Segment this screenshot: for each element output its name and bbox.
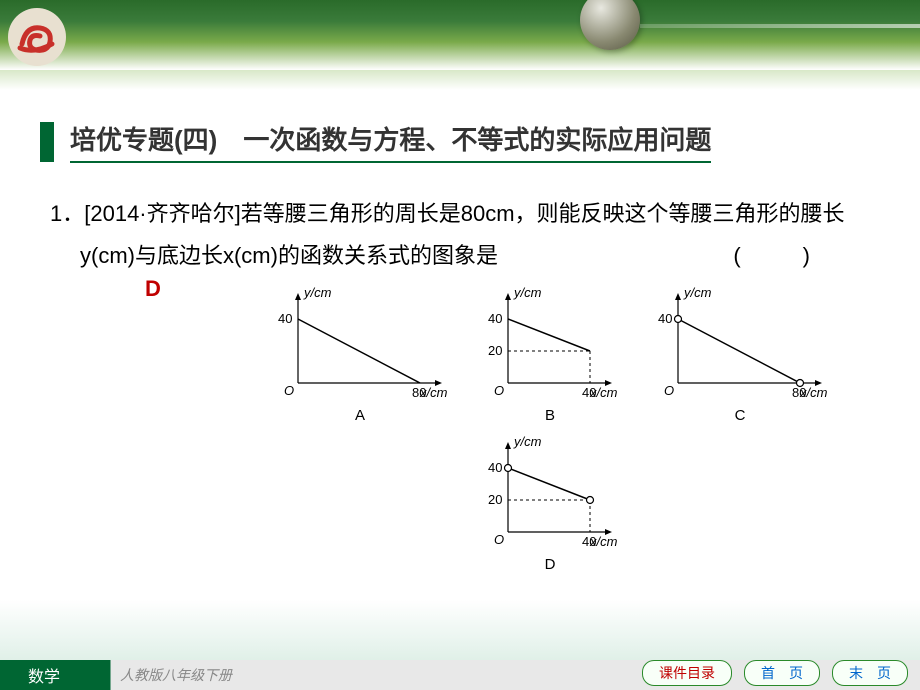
end-button[interactable]: 末 页 (832, 660, 908, 686)
background-gradient (0, 600, 920, 660)
answer-paren: ( ) (763, 235, 830, 277)
svg-text:40: 40 (658, 311, 672, 326)
footer-edition: 人教版八年级下册 (110, 665, 232, 685)
footer-subject: 数学 (0, 663, 110, 687)
svg-text:y/cm: y/cm (303, 285, 332, 300)
svg-text:O: O (664, 383, 674, 398)
svg-text:80: 80 (792, 385, 806, 400)
graph-C: y/cmx/cmO4080 (650, 285, 830, 405)
svg-text:20: 20 (488, 343, 502, 358)
graph-A: y/cmx/cmO4080 (270, 285, 450, 405)
graph-label-D: D (545, 556, 556, 573)
svg-text:20: 20 (488, 492, 502, 507)
title-accent (40, 122, 54, 162)
svg-text:y/cm: y/cm (513, 285, 542, 300)
svg-text:40: 40 (582, 385, 596, 400)
graph-wrapper-D: y/cmx/cmO402040D (480, 434, 620, 573)
answer-letter: D (145, 276, 161, 302)
decorative-line (640, 24, 920, 28)
question-source: [2014·齐齐哈尔] (84, 201, 241, 226)
header-divider (0, 70, 920, 90)
graph-D: y/cmx/cmO402040 (480, 434, 620, 554)
graph-label-C: C (735, 407, 746, 424)
svg-text:y/cm: y/cm (513, 434, 542, 449)
svg-text:y/cm: y/cm (683, 285, 712, 300)
svg-text:O: O (494, 383, 504, 398)
home-button[interactable]: 首 页 (744, 660, 820, 686)
graph-wrapper-C: y/cmx/cmO4080C (650, 285, 830, 424)
logo-container (8, 8, 66, 66)
graph-wrapper-B: y/cmx/cmO402040B (480, 285, 620, 424)
svg-text:80: 80 (412, 385, 426, 400)
header-background (0, 0, 920, 70)
graph-wrapper-A: y/cmx/cmO4080A (270, 285, 450, 424)
graph-label-A: A (355, 407, 365, 424)
decorative-knob (580, 0, 640, 50)
question-text: 1．[2014·齐齐哈尔]若等腰三角形的周长是80cm，则能反映这个等腰三角形的… (40, 193, 880, 277)
svg-text:O: O (284, 383, 294, 398)
svg-text:40: 40 (488, 460, 502, 475)
title-bar: 培优专题(四) 一次函数与方程、不等式的实际应用问题 (40, 120, 880, 163)
logo-icon (14, 14, 60, 60)
graph-label-B: B (545, 407, 555, 424)
graphs-container: y/cmx/cmO4080Ay/cmx/cmO402040By/cmx/cmO4… (40, 285, 880, 573)
svg-text:40: 40 (278, 311, 292, 326)
svg-text:40: 40 (582, 534, 596, 549)
graph-B: y/cmx/cmO402040 (480, 285, 620, 405)
question-number: 1． (50, 201, 84, 226)
toc-button[interactable]: 课件目录 (642, 660, 732, 686)
content-area: 培优专题(四) 一次函数与方程、不等式的实际应用问题 1．[2014·齐齐哈尔]… (0, 120, 920, 573)
footer-bar: 数学 人教版八年级下册 课件目录 首 页 末 页 (0, 660, 920, 690)
svg-text:O: O (494, 532, 504, 547)
footer-buttons: 课件目录 首 页 末 页 (642, 660, 908, 686)
svg-text:40: 40 (488, 311, 502, 326)
page-title: 培优专题(四) 一次函数与方程、不等式的实际应用问题 (70, 120, 711, 163)
